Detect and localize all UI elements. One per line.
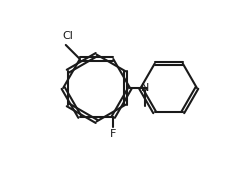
Text: F: F xyxy=(110,129,116,139)
Text: N: N xyxy=(140,83,149,93)
Text: Cl: Cl xyxy=(62,31,73,40)
